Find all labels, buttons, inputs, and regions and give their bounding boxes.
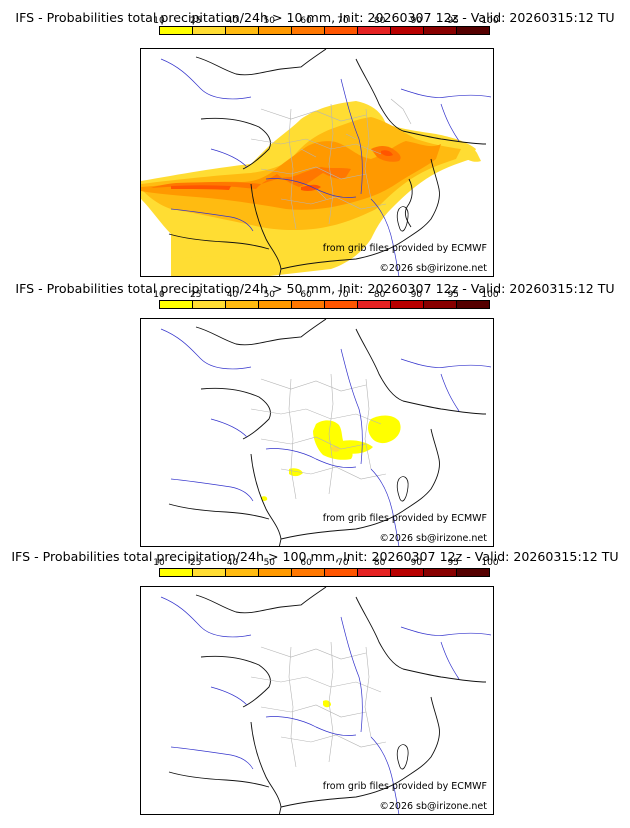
map-canvas	[160, 587, 492, 814]
tick-label: 25	[190, 290, 202, 300]
colorbar-segment	[160, 27, 193, 34]
colorbar-segment	[358, 569, 391, 576]
precip-field	[261, 415, 401, 501]
tick-label: 95	[447, 290, 459, 300]
tick-label: 50	[263, 16, 276, 26]
colorbar-segment	[259, 301, 292, 308]
colorbar-segment	[226, 27, 259, 34]
tick-label: 40	[226, 558, 239, 568]
colorbar-ticks: 10 25 40 50 60 70 80 90 95 100	[153, 16, 498, 27]
colorbar-segment	[160, 301, 193, 308]
admin-lines	[250, 373, 387, 500]
tick-label: 50	[263, 558, 276, 568]
tick-label: 70	[337, 558, 349, 568]
tick-label: 90	[410, 16, 423, 26]
panel-50mm: IFS - Probabilities total precipitation/…	[0, 278, 630, 548]
tick-label: 10	[153, 16, 165, 26]
coastlines-borders	[168, 49, 487, 276]
colorbar	[159, 26, 490, 35]
tick-label: 70	[337, 290, 349, 300]
tick-label: 50	[263, 290, 276, 300]
tick-label: 95	[447, 558, 459, 568]
colorbar-segment	[292, 27, 325, 34]
source-credit: from grib files provided by ECMWF	[322, 781, 487, 792]
tick-label: 25	[190, 558, 202, 568]
island-outline	[396, 206, 409, 232]
tick-label: 80	[373, 16, 386, 26]
tick-label: 60	[300, 290, 312, 300]
colorbar-segment	[259, 27, 292, 34]
admin-lines	[250, 641, 387, 768]
colorbar-segment	[259, 569, 292, 576]
coastlines-borders	[168, 319, 487, 546]
tick-label: 25	[190, 16, 202, 26]
tick-label: 80	[373, 290, 386, 300]
colorbar-ticks: 10 25 40 50 60 70 80 90 95 100	[153, 290, 498, 301]
colorbar-segment	[424, 569, 457, 576]
copyright-text: ©2026 sb@irizone.net	[379, 533, 487, 544]
map-canvas	[141, 49, 492, 276]
tick-label: 95	[447, 16, 459, 26]
colorbar-segment	[424, 27, 457, 34]
panel-title: IFS - Probabilities total precipitation/…	[15, 10, 615, 25]
tick-label: 10	[153, 290, 165, 300]
tick-label: 90	[410, 558, 423, 568]
tick-label: 70	[337, 16, 349, 26]
tick-label: 60	[300, 16, 312, 26]
source-credit: from grib files provided by ECMWF	[322, 243, 487, 254]
precip-field	[141, 101, 481, 276]
copyright-text: ©2026 sb@irizone.net	[379, 801, 487, 812]
colorbar-segment	[358, 27, 391, 34]
island-outline	[396, 744, 409, 770]
colorbar-segment	[325, 301, 358, 308]
rivers	[160, 596, 492, 814]
colorbar-segment	[193, 569, 226, 576]
rivers	[160, 58, 492, 276]
island-outline	[396, 476, 409, 502]
map-canvas	[160, 319, 492, 546]
colorbar-segment	[292, 569, 325, 576]
map-10mm: from grib files provided by ECMWF ©2026 …	[140, 48, 494, 277]
colorbar-ticks: 10 25 40 50 60 70 80 90 95 100	[153, 558, 498, 569]
map-50mm: from grib files provided by ECMWF ©2026 …	[140, 318, 494, 547]
panel-title: IFS - Probabilities total precipitation/…	[15, 281, 615, 296]
tick-label: 100	[481, 290, 499, 300]
copyright-text: ©2026 sb@irizone.net	[379, 263, 487, 274]
colorbar-segment	[160, 569, 193, 576]
colorbar-segment	[391, 301, 424, 308]
colorbar-segment	[226, 569, 259, 576]
tick-label: 40	[226, 290, 239, 300]
colorbar-segment	[424, 301, 457, 308]
tick-label: 100	[481, 16, 499, 26]
tick-label: 80	[373, 558, 386, 568]
colorbar-segment	[457, 301, 489, 308]
tick-label: 10	[153, 558, 165, 568]
colorbar-segment	[193, 301, 226, 308]
tick-label: 100	[481, 558, 499, 568]
colorbar-segment	[193, 27, 226, 34]
colorbar-segment	[457, 569, 489, 576]
tick-label: 90	[410, 290, 423, 300]
panel-100mm: IFS - Probabilities total precipitation/…	[0, 546, 630, 828]
tick-label: 40	[226, 16, 239, 26]
coastlines-borders	[168, 587, 487, 814]
colorbar-segment	[325, 569, 358, 576]
colorbar-segment	[457, 27, 489, 34]
map-100mm: from grib files provided by ECMWF ©2026 …	[140, 586, 494, 815]
panel-title: IFS - Probabilities total precipitation/…	[11, 549, 619, 564]
colorbar	[159, 568, 490, 577]
colorbar-segment	[391, 569, 424, 576]
panel-10mm: IFS - Probabilities total precipitation/…	[0, 0, 630, 278]
source-credit: from grib files provided by ECMWF	[322, 513, 487, 524]
colorbar	[159, 300, 490, 309]
colorbar-segment	[358, 301, 391, 308]
rivers	[160, 328, 492, 546]
colorbar-segment	[226, 301, 259, 308]
colorbar-segment	[325, 27, 358, 34]
colorbar-segment	[292, 301, 325, 308]
colorbar-segment	[391, 27, 424, 34]
tick-label: 60	[300, 558, 312, 568]
